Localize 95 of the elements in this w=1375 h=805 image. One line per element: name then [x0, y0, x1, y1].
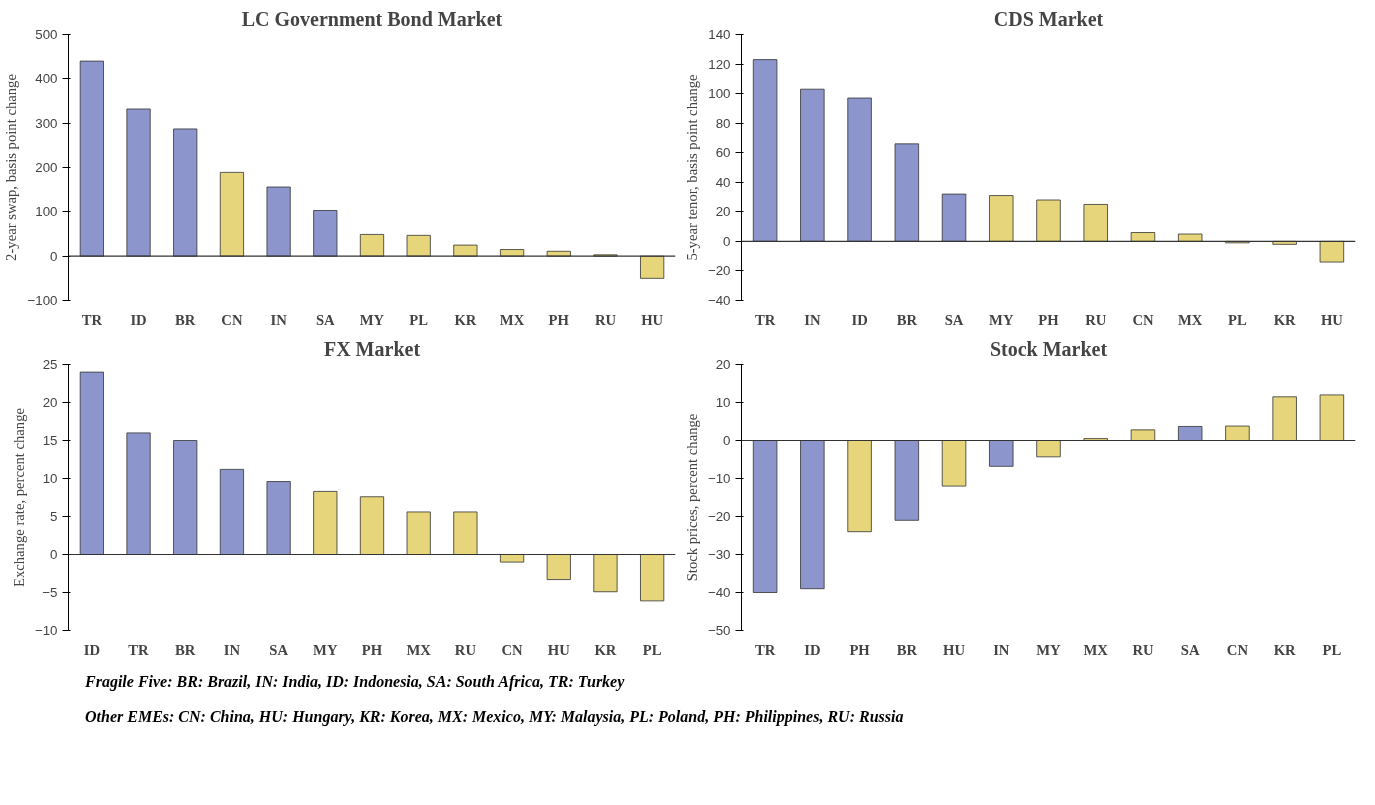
y-tick-label: −10 — [34, 623, 58, 638]
y-tick-label: 500 — [35, 27, 58, 42]
y-axis-title: 2-year swap, basis point change — [3, 74, 20, 261]
x-tick-label: IN — [223, 641, 241, 658]
x-tick-label: IN — [804, 311, 821, 328]
y-tick-label: 0 — [50, 547, 58, 562]
x-tick-label: SA — [1180, 641, 1200, 658]
x-tick-label: PL — [1322, 641, 1342, 658]
x-tick-label: MX — [1083, 641, 1109, 658]
x-tick-label: HU — [1320, 311, 1344, 328]
y-tick-label: 25 — [42, 357, 58, 372]
y-tick-label: −40 — [707, 585, 731, 600]
x-tick-label: IN — [993, 641, 1010, 658]
chart-title: CDS Market — [993, 7, 1104, 30]
y-tick-label: 0 — [723, 433, 731, 448]
y-tick-label: 120 — [708, 56, 731, 72]
y-tick-label: −5 — [42, 585, 58, 600]
x-tick-label: IN — [270, 311, 288, 328]
y-tick-label: 20 — [715, 204, 731, 220]
y-tick-label: 5 — [50, 509, 58, 524]
x-tick-label: CN — [501, 641, 524, 658]
x-tick-label: PL — [1228, 311, 1248, 328]
y-tick-label: 100 — [708, 86, 731, 102]
x-tick-label: HU — [641, 311, 664, 328]
x-tick-label: ID — [851, 311, 868, 328]
x-tick-label: MY — [1036, 641, 1062, 658]
x-tick-label: TR — [754, 641, 776, 658]
x-tick-label: MY — [989, 311, 1014, 328]
y-tick-label: 200 — [35, 160, 58, 175]
y-axis-title: 5-year tenor, basis point change — [683, 74, 700, 261]
y-tick-label: 40 — [715, 174, 731, 190]
chart-title: FX Market — [323, 337, 421, 360]
x-tick-label: HU — [943, 641, 966, 658]
x-tick-label: PL — [409, 311, 429, 328]
y-tick-label: 60 — [715, 145, 731, 161]
x-tick-label: MX — [406, 641, 432, 658]
y-tick-label: 0 — [50, 248, 58, 264]
x-tick-label: CN — [221, 311, 243, 328]
y-tick-label: −20 — [707, 263, 731, 279]
x-tick-label: PH — [849, 641, 871, 658]
y-tick-label: 15 — [42, 433, 58, 448]
x-tick-label: PH — [361, 641, 383, 658]
chart-title: LC Government Bond Market — [241, 7, 503, 30]
x-tick-label: MX — [499, 311, 525, 328]
x-tick-label: TR — [81, 311, 103, 328]
y-tick-label: −10 — [707, 471, 731, 486]
x-tick-label: MY — [359, 311, 385, 328]
y-tick-label: 400 — [35, 71, 58, 87]
y-tick-label: 20 — [42, 395, 58, 410]
x-tick-label: PH — [548, 311, 570, 328]
x-tick-label: TR — [754, 311, 776, 328]
x-tick-label: RU — [454, 641, 477, 658]
x-tick-label: PL — [642, 641, 662, 658]
x-tick-label: CN — [1132, 311, 1154, 328]
x-tick-label: PH — [1038, 311, 1060, 328]
x-tick-label: SA — [269, 641, 289, 658]
y-tick-label: −100 — [27, 293, 58, 308]
x-tick-label: MY — [313, 641, 338, 658]
x-tick-label: KR — [1273, 311, 1297, 328]
x-tick-label: KR — [1273, 641, 1297, 658]
y-axis-title: Exchange rate, percent change — [10, 407, 27, 588]
x-tick-label: RU — [1132, 641, 1154, 658]
x-tick-label: ID — [804, 641, 821, 658]
x-tick-label: KR — [454, 311, 477, 328]
x-tick-label: RU — [1085, 311, 1107, 328]
x-tick-label: BR — [896, 641, 918, 658]
x-tick-label: BR — [175, 311, 196, 328]
y-tick-label: 100 — [35, 204, 58, 220]
x-tick-label: HU — [547, 641, 571, 658]
y-tick-label: −40 — [707, 293, 731, 308]
text: Other EMEs: CN: China, HU: Hungary, KR: Korea, MX: Mexico, MY: Malaysia, PL: Poland, PH: Philippines, RU: Russia — [85, 706, 904, 728]
x-tick-label: SA — [315, 311, 336, 328]
x-tick-label: TR — [128, 641, 150, 658]
x-tick-label: ID — [130, 311, 147, 328]
y-tick-label: 0 — [723, 233, 731, 249]
x-tick-label: BR — [896, 311, 918, 328]
y-tick-label: 20 — [715, 357, 731, 372]
text: Fragile Five: BR: Brazil, IN: India, ID: Indonesia, SA: South Africa, TR: Turkey — [85, 672, 626, 693]
y-tick-label: 10 — [715, 395, 731, 410]
x-tick-label: KR — [594, 641, 617, 658]
x-tick-label: BR — [175, 641, 196, 658]
y-tick-label: 140 — [708, 27, 731, 42]
chart-title: Stock Market — [989, 337, 1108, 360]
x-tick-label: SA — [944, 311, 964, 328]
y-tick-label: 300 — [35, 115, 58, 131]
x-tick-label: MX — [1177, 311, 1203, 328]
y-tick-label: −30 — [707, 547, 731, 562]
x-tick-label: CN — [1226, 641, 1249, 658]
x-tick-label: ID — [83, 641, 100, 658]
x-tick-label: RU — [594, 311, 617, 328]
y-tick-label: 80 — [715, 115, 731, 131]
y-axis-title: Stock prices, percent change — [683, 413, 700, 582]
y-tick-label: −20 — [707, 509, 731, 524]
y-tick-label: 10 — [42, 471, 58, 486]
y-tick-label: −50 — [707, 623, 731, 638]
